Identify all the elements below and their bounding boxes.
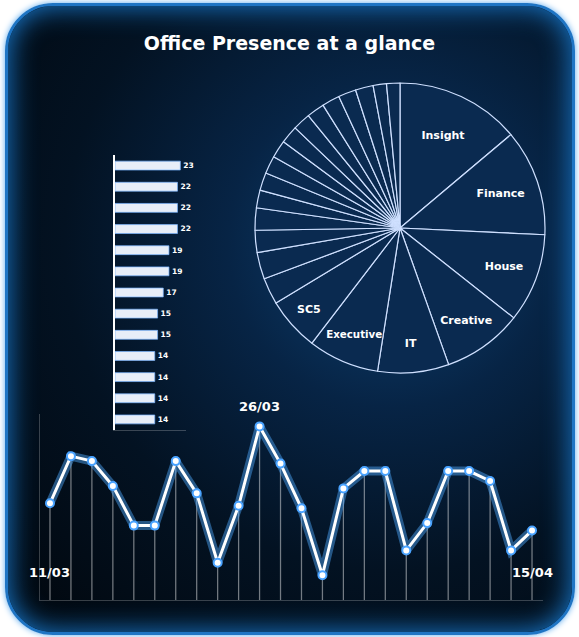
svg-text:22: 22 [180,182,190,191]
svg-text:Finance: Finance [476,187,524,200]
svg-text:11/03: 11/03 [29,565,70,580]
svg-text:14: 14 [158,351,168,360]
svg-text:19: 19 [172,267,182,276]
svg-text:14: 14 [158,373,168,382]
svg-text:23: 23 [183,161,193,170]
svg-text:Insight: Insight [421,129,464,142]
svg-text:Executive: Executive [326,328,382,340]
svg-text:15: 15 [161,309,171,318]
svg-text:SC5: SC5 [297,303,321,316]
svg-text:26/03: 26/03 [239,399,280,414]
svg-text:14: 14 [158,394,168,403]
svg-text:22: 22 [180,203,190,212]
svg-text:15: 15 [161,330,171,339]
svg-text:IT: IT [405,337,417,350]
svg-text:House: House [485,260,524,273]
svg-text:15/04: 15/04 [512,565,553,580]
svg-text:Creative: Creative [440,314,492,327]
svg-text:17: 17 [166,288,176,297]
svg-text:19: 19 [172,246,182,255]
svg-text:14: 14 [158,415,168,424]
svg-text:Office Presence at a glance: Office Presence at a glance [144,32,435,54]
svg-text:22: 22 [180,224,190,233]
